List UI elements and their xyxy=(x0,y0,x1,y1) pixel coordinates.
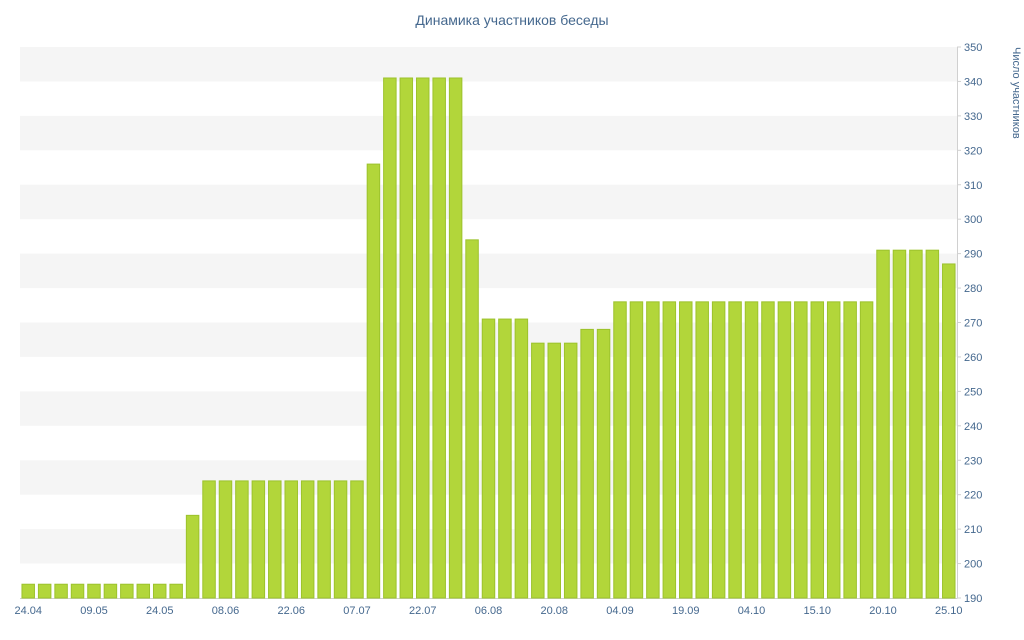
bar[interactable] xyxy=(679,301,693,599)
bar[interactable] xyxy=(580,328,594,599)
y-tick-label: 260 xyxy=(964,352,982,364)
bar[interactable] xyxy=(859,301,874,599)
y-axis-title: Число участников xyxy=(1010,47,1022,139)
bar[interactable] xyxy=(498,318,512,599)
x-tick-label: 15.10 xyxy=(804,605,832,617)
bar[interactable] xyxy=(448,77,463,599)
bar[interactable] xyxy=(695,301,709,599)
x-tick-label: 09.05 xyxy=(80,605,108,617)
grid-band xyxy=(20,115,957,151)
y-tick-label: 330 xyxy=(964,111,982,123)
x-tick-label: 22.06 xyxy=(277,605,305,617)
bar[interactable] xyxy=(761,301,775,599)
bar[interactable] xyxy=(432,77,446,599)
grid-band xyxy=(20,253,957,289)
x-tick-label: 06.08 xyxy=(475,605,503,617)
bar[interactable] xyxy=(136,583,151,599)
bar[interactable] xyxy=(810,301,825,599)
bar[interactable] xyxy=(711,301,726,599)
x-tick-label: 07.07 xyxy=(343,605,371,617)
bar[interactable] xyxy=(892,249,907,599)
x-tick-label: 04.09 xyxy=(606,605,634,617)
bar[interactable] xyxy=(481,318,496,599)
bar[interactable] xyxy=(366,163,381,599)
bar[interactable] xyxy=(794,301,808,599)
y-tick-label: 300 xyxy=(964,214,982,226)
bar[interactable] xyxy=(728,301,742,599)
y-tick-label: 340 xyxy=(964,76,982,88)
bar[interactable] xyxy=(317,480,331,599)
bar[interactable] xyxy=(333,480,348,599)
bar[interactable] xyxy=(169,583,183,599)
bar[interactable] xyxy=(152,583,167,599)
y-tick-label: 280 xyxy=(964,283,982,295)
bar[interactable] xyxy=(383,77,397,599)
bar[interactable] xyxy=(925,249,940,599)
x-tick-label: 25.10 xyxy=(935,605,963,617)
x-tick-label: 20.08 xyxy=(540,605,568,617)
bar[interactable] xyxy=(826,301,841,599)
y-tick-label: 270 xyxy=(964,318,982,330)
x-tick-label: 24.05 xyxy=(146,605,174,617)
bar[interactable] xyxy=(87,583,101,599)
x-tick-label: 20.10 xyxy=(869,605,897,617)
bar[interactable] xyxy=(54,583,68,599)
bar[interactable] xyxy=(876,249,890,599)
bar[interactable] xyxy=(70,583,85,599)
bar[interactable] xyxy=(268,480,282,599)
bar[interactable] xyxy=(21,583,35,599)
bar[interactable] xyxy=(843,301,857,599)
bar[interactable] xyxy=(629,301,644,599)
bar[interactable] xyxy=(300,480,315,599)
bar[interactable] xyxy=(251,480,266,599)
bar[interactable] xyxy=(744,301,759,599)
bar[interactable] xyxy=(465,239,479,599)
grid-band xyxy=(20,47,957,82)
x-tick-label: 19.09 xyxy=(672,605,700,617)
y-tick-label: 210 xyxy=(964,524,982,536)
bar[interactable] xyxy=(416,77,430,599)
y-tick-label: 320 xyxy=(964,145,982,157)
bar[interactable] xyxy=(547,342,562,599)
bar[interactable] xyxy=(563,342,578,599)
bar[interactable] xyxy=(284,480,298,599)
bar[interactable] xyxy=(531,342,545,599)
y-tick-label: 290 xyxy=(964,249,982,261)
x-tick-label: 08.06 xyxy=(212,605,240,617)
bar[interactable] xyxy=(514,318,529,599)
bar[interactable] xyxy=(37,583,52,599)
y-tick-label: 250 xyxy=(964,386,982,398)
bar[interactable] xyxy=(662,301,677,599)
bar[interactable] xyxy=(120,583,134,599)
y-tick-label: 350 xyxy=(964,42,982,54)
y-tick-label: 230 xyxy=(964,455,982,467)
y-tick-label: 240 xyxy=(964,421,982,433)
bar[interactable] xyxy=(218,480,233,599)
bar[interactable] xyxy=(909,249,923,599)
bar[interactable] xyxy=(613,301,627,599)
bar[interactable] xyxy=(185,514,200,599)
chart-title: Динамика участников беседы xyxy=(415,12,609,28)
bar[interactable] xyxy=(596,328,611,599)
y-tick-label: 190 xyxy=(964,593,982,605)
bar[interactable] xyxy=(646,301,660,599)
bar[interactable] xyxy=(399,77,414,599)
bar[interactable] xyxy=(350,480,364,599)
bar[interactable] xyxy=(777,301,792,599)
bar[interactable] xyxy=(103,583,118,599)
bar[interactable] xyxy=(202,480,216,599)
y-tick-label: 310 xyxy=(964,180,982,192)
grid-band xyxy=(20,184,957,220)
bar[interactable] xyxy=(235,480,249,599)
x-tick-label: 24.04 xyxy=(14,605,42,617)
bar[interactable] xyxy=(942,263,956,599)
y-tick-label: 220 xyxy=(964,490,982,502)
x-tick-label: 04.10 xyxy=(738,605,766,617)
y-tick-label: 200 xyxy=(964,559,982,571)
x-tick-label: 22.07 xyxy=(409,605,437,617)
